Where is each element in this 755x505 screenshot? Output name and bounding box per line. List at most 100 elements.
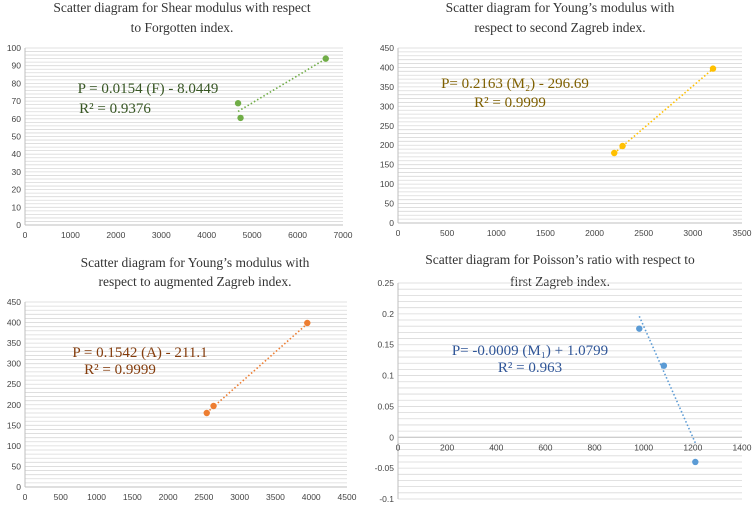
y-tick-label: 0: [16, 220, 21, 230]
chart-title-line2: to Forgotten index.: [131, 20, 234, 35]
data-point: [322, 55, 329, 62]
data-point: [237, 114, 244, 122]
y-tick-label: 450: [380, 43, 394, 53]
y-tick-label: -0.05: [375, 463, 395, 473]
x-tick-label: 200: [440, 442, 454, 452]
x-tick-label: 600: [538, 442, 552, 452]
x-tick-label: 6000: [288, 230, 307, 240]
y-tick-label: 0.2: [382, 309, 394, 319]
y-tick-label: 40: [12, 149, 22, 159]
x-tick-label: 1000: [61, 230, 80, 240]
x-tick-label: 3000: [152, 230, 171, 240]
data-point: [611, 149, 618, 157]
y-tick-label: 200: [7, 400, 21, 410]
y-tick-label: 150: [380, 160, 394, 170]
chart-3: Scatter diagram for Young’s modulus with…: [7, 255, 357, 502]
y-tick-label: 100: [7, 43, 21, 53]
y-tick-label: 150: [7, 420, 21, 430]
x-tick-label: 0: [396, 442, 401, 452]
chart-title-line2: respect to second Zagreb index.: [474, 20, 645, 35]
x-tick-label: 2500: [194, 492, 213, 502]
data-point: [692, 458, 699, 466]
x-tick-label: 3000: [683, 228, 702, 238]
y-tick-label: 50: [385, 199, 395, 209]
x-tick-label: 4500: [338, 492, 357, 502]
chart-title-line1: Scatter diagram for Poisson’s ratio with…: [425, 252, 695, 267]
y-tick-label: 0: [16, 482, 21, 492]
x-tick-label: 3500: [733, 228, 752, 238]
x-tick-label: 500: [54, 492, 68, 502]
y-tick-label: 90: [12, 61, 22, 71]
y-tick-label: 350: [7, 338, 21, 348]
x-tick-label: 400: [489, 442, 503, 452]
trendline-equation: P = 0.0154 (F) - 8.0449: [78, 81, 219, 97]
x-tick-label: 2000: [159, 492, 178, 502]
data-point: [660, 362, 668, 369]
y-tick-label: 200: [380, 140, 394, 150]
y-tick-label: 450: [7, 297, 21, 307]
chart-title-line1: Scatter diagram for Young’s modulus with: [81, 255, 310, 270]
y-tick-label: 80: [12, 78, 22, 88]
y-tick-label: 50: [12, 132, 22, 142]
x-tick-label: 0: [23, 492, 28, 502]
y-tick-label: 100: [7, 441, 21, 451]
chart-title-line1: Scatter diagram for Shear modulus with r…: [53, 0, 310, 15]
y-tick-label: -0.1: [379, 494, 394, 504]
y-tick-label: 400: [7, 318, 21, 328]
y-tick-label: 20: [12, 185, 22, 195]
y-tick-label: 0.1: [382, 371, 394, 381]
x-tick-label: 2500: [634, 228, 653, 238]
y-tick-label: 50: [12, 461, 22, 471]
data-point: [304, 319, 311, 327]
x-tick-label: 2000: [585, 228, 604, 238]
data-point: [619, 142, 626, 150]
r-squared: R² = 0.9376: [79, 101, 151, 117]
x-tick-label: 4000: [302, 492, 321, 502]
r-squared: R² = 0.9999: [84, 362, 156, 378]
y-tick-label: 400: [380, 62, 394, 72]
chart-2: Scatter diagram for Young’s modulus with…: [380, 0, 752, 238]
y-tick-label: 300: [380, 101, 394, 111]
trendline: [237, 58, 327, 113]
x-tick-label: 800: [587, 442, 601, 452]
trendline-equation: P= 0.2163 (M₂) - 296.69: [441, 76, 589, 92]
x-tick-label: 0: [23, 230, 28, 240]
trendline: [638, 315, 697, 444]
y-tick-label: 100: [380, 179, 394, 189]
y-tick-label: 0.15: [377, 340, 394, 350]
y-tick-label: 10: [12, 202, 22, 212]
x-tick-label: 7000: [334, 230, 353, 240]
x-tick-label: 2000: [106, 230, 125, 240]
data-point: [636, 325, 643, 332]
x-tick-label: 1000: [87, 492, 106, 502]
y-tick-label: 70: [12, 96, 22, 106]
y-tick-label: 60: [12, 114, 22, 124]
x-tick-label: 1500: [536, 228, 555, 238]
r-squared: R² = 0.9999: [474, 95, 546, 111]
chart-title-line1: Scatter diagram for Young’s modulus with: [446, 0, 675, 15]
trendline: [613, 68, 714, 154]
data-point: [210, 402, 217, 410]
r-squared: R² = 0.963: [498, 360, 562, 376]
trendline-equation: P = 0.1542 (A) - 211.1: [72, 345, 207, 361]
y-tick-label: 0.05: [377, 401, 394, 411]
x-tick-label: 1200: [683, 442, 702, 452]
x-tick-label: 5000: [243, 230, 262, 240]
y-tick-label: 0.25: [377, 278, 394, 288]
y-tick-label: 0: [389, 218, 394, 228]
chart-1: Scatter diagram for Shear modulus with r…: [7, 0, 353, 240]
x-tick-label: 1000: [634, 442, 653, 452]
y-tick-label: 250: [7, 379, 21, 389]
x-tick-label: 0: [396, 228, 401, 238]
y-tick-label: 350: [380, 82, 394, 92]
y-tick-label: 30: [12, 167, 22, 177]
x-tick-label: 3500: [266, 492, 285, 502]
chart-4: Scatter diagram for Poisson’s ratio with…: [375, 252, 752, 504]
data-point: [203, 409, 210, 417]
chart-title-line2: first Zagreb index.: [510, 274, 610, 289]
x-tick-label: 3000: [230, 492, 249, 502]
x-tick-label: 500: [440, 228, 454, 238]
trendline: [206, 323, 308, 414]
data-point: [234, 100, 242, 107]
